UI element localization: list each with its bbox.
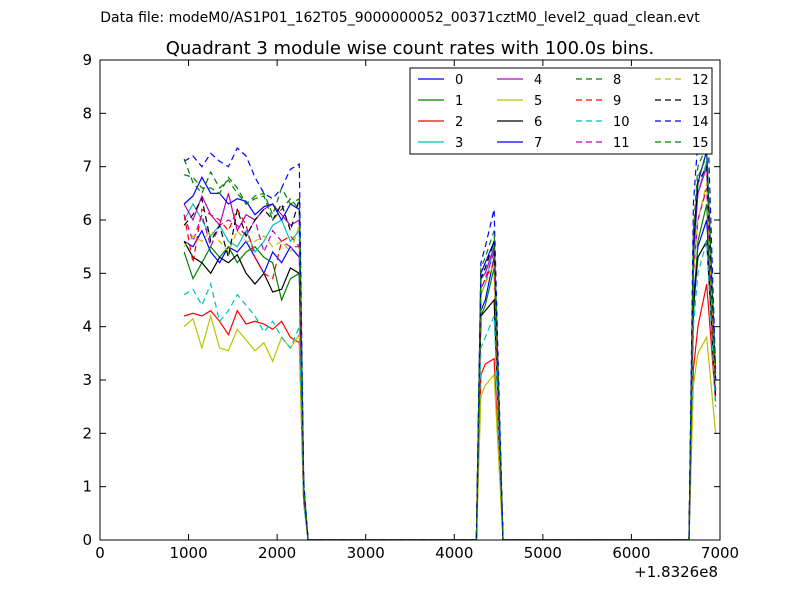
series-line-15 xyxy=(183,145,717,540)
legend-label-7: 7 xyxy=(534,136,542,151)
series-line-12 xyxy=(183,182,717,540)
x-tick-label: 7000 xyxy=(701,544,739,562)
y-tick-label: 2 xyxy=(82,424,92,442)
y-tick-label: 8 xyxy=(82,104,92,122)
legend-label-0: 0 xyxy=(455,73,463,88)
x-tick-label: 5000 xyxy=(524,544,562,562)
series-line-10 xyxy=(183,241,717,540)
series-line-5 xyxy=(183,313,717,540)
legend-label-1: 1 xyxy=(455,94,463,109)
y-tick-label: 4 xyxy=(82,318,92,336)
legend-label-13: 13 xyxy=(692,94,709,109)
series-line-4 xyxy=(183,166,717,540)
legend-label-10: 10 xyxy=(613,115,630,130)
y-tick-label: 1 xyxy=(82,478,92,496)
series-line-11 xyxy=(183,187,717,540)
y-tick-label: 3 xyxy=(82,371,92,389)
legend-label-8: 8 xyxy=(613,73,621,88)
data-file-title: Data file: modeM0/AS1P01_162T05_90000000… xyxy=(100,10,700,26)
series-line-7 xyxy=(183,150,717,540)
series-line-14 xyxy=(183,91,717,540)
chart-title: Quadrant 3 module wise count rates with … xyxy=(166,38,655,59)
legend-label-5: 5 xyxy=(534,94,542,109)
y-tick-label: 5 xyxy=(82,264,92,282)
legend-label-6: 6 xyxy=(534,115,542,130)
legend-box xyxy=(409,67,713,155)
legend-label-11: 11 xyxy=(613,136,630,151)
series-layer xyxy=(183,91,717,540)
y-tick-label: 7 xyxy=(82,158,92,176)
series-line-1 xyxy=(183,203,717,540)
x-offset-label: +1.8326e8 xyxy=(634,563,718,581)
x-tick-label: 3000 xyxy=(347,544,385,562)
legend-label-2: 2 xyxy=(455,115,463,130)
series-line-8 xyxy=(183,155,717,540)
legend-label-9: 9 xyxy=(613,94,621,109)
legend-label-4: 4 xyxy=(534,73,542,88)
x-tick-label: 2000 xyxy=(258,544,296,562)
legend-label-15: 15 xyxy=(692,136,709,151)
series-line-3 xyxy=(183,161,717,540)
y-tick-label: 0 xyxy=(82,531,92,549)
y-tick-label: 9 xyxy=(82,51,92,69)
x-tick-label: 6000 xyxy=(612,544,650,562)
legend-label-3: 3 xyxy=(455,136,463,151)
x-tick-label: 1000 xyxy=(169,544,207,562)
x-tick-label: 4000 xyxy=(435,544,473,562)
x-tick-label: 0 xyxy=(95,544,105,562)
series-line-6 xyxy=(183,239,717,540)
legend-label-12: 12 xyxy=(692,73,709,88)
y-tick-label: 6 xyxy=(82,211,92,229)
plot-frame xyxy=(99,59,721,541)
series-line-2 xyxy=(183,283,717,540)
legend-label-14: 14 xyxy=(692,115,709,130)
